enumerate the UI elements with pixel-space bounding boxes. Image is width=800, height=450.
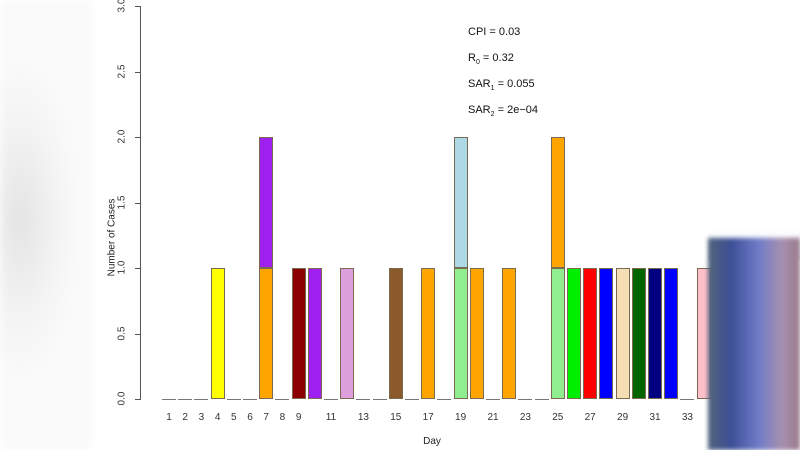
annotation-sub: 0 — [475, 59, 480, 67]
x-tick-label: 3 — [198, 412, 205, 423]
x-tick-label: 21 — [487, 412, 499, 423]
y-tick-label: 3.0 — [116, 0, 128, 13]
x-tick-label: 19 — [455, 412, 467, 423]
y-tick-label: 0.5 — [116, 326, 128, 340]
annotation-value: 2e−04 — [507, 104, 538, 116]
annotation-label: SAR — [468, 104, 491, 116]
bar-segment-day-15 — [388, 268, 403, 399]
x-tick-label: 17 — [422, 412, 434, 423]
bar-segment-day-10 — [307, 268, 322, 399]
zero-bar — [486, 399, 500, 400]
annotation-sub: 2 — [490, 111, 495, 119]
x-tick-label: 25 — [552, 412, 564, 423]
x-tick-label: 31 — [649, 412, 661, 423]
bar-segment-day-19 — [453, 137, 468, 268]
zero-bar — [405, 399, 419, 400]
annotation-sub: 1 — [490, 85, 495, 93]
y-tick — [135, 268, 141, 269]
bar-segment-day-25 — [550, 268, 565, 399]
annotation-value: 0.055 — [507, 78, 535, 90]
bar-segment-day-25 — [550, 137, 565, 268]
bar-segment-day-7 — [259, 268, 274, 399]
bar-segment-day-17 — [421, 268, 436, 399]
x-tick-label: 1 — [166, 412, 172, 423]
bar-segment-day-32 — [664, 268, 679, 399]
x-tick-label: 4 — [214, 412, 221, 423]
x-tick-label: 6 — [247, 412, 253, 423]
bar-segment-day-9 — [291, 268, 306, 399]
bar-segment-day-29 — [615, 268, 630, 399]
x-tick-label: 11 — [325, 412, 337, 423]
y-tick-label: 2.5 — [116, 64, 128, 78]
y-tick-label: 0.0 — [116, 391, 128, 406]
zero-bar — [178, 399, 193, 400]
annotation-label: SAR — [468, 78, 491, 90]
zero-bar — [356, 399, 371, 400]
zero-bar — [162, 399, 176, 400]
y-tick-label: 2.0 — [116, 129, 128, 144]
zero-bar — [324, 399, 338, 400]
y-axis-label: Number of Cases — [106, 198, 118, 277]
zero-bar — [680, 399, 695, 400]
annotation-value: 0.32 — [492, 52, 514, 64]
bar-segment-day-20 — [469, 268, 484, 399]
annotation-sar1: SAR1 = 0.055 — [468, 78, 535, 93]
bar-segment-day-26 — [567, 268, 581, 399]
y-tick — [135, 71, 141, 73]
bar-segment-day-28 — [599, 268, 614, 399]
y-tick — [135, 202, 141, 204]
bar-segment-day-22 — [502, 268, 517, 399]
x-axis-label: Day — [423, 436, 441, 447]
bar-segment-day-7 — [259, 137, 274, 268]
zero-bar — [534, 399, 549, 400]
bar-segment-day-4 — [210, 268, 225, 399]
zero-bar — [372, 399, 387, 400]
x-tick-label: 2 — [182, 412, 188, 423]
zero-bar — [226, 399, 241, 400]
blurred-overlay-right — [708, 238, 800, 450]
x-tick-label: 9 — [295, 412, 302, 423]
y-tick — [135, 333, 141, 335]
bar-segment-day-30 — [631, 268, 646, 399]
zero-bar — [194, 399, 209, 400]
zero-bar — [243, 399, 257, 400]
y-tick — [135, 137, 141, 138]
x-tick-label: 5 — [231, 412, 237, 423]
y-tick — [135, 6, 141, 7]
bar-segment-day-31 — [648, 268, 662, 399]
x-tick-label: 23 — [519, 412, 531, 423]
x-tick-label: 29 — [617, 412, 629, 423]
annotation-sar2: SAR2 = 2e−04 — [468, 104, 538, 119]
x-tick-label: 15 — [390, 412, 402, 423]
y-tick — [135, 399, 141, 400]
bar-segment-day-12 — [340, 268, 355, 399]
annotation-r0: R0 = 0.32 — [468, 52, 514, 67]
annotation-cpi: CPI = 0.03 — [468, 26, 521, 38]
bar-segment-day-27 — [583, 268, 598, 399]
y-tick-label: 1.0 — [116, 260, 128, 275]
y-tick-label: 1.5 — [116, 195, 128, 209]
x-tick-label: 27 — [584, 412, 596, 423]
x-tick-label: 7 — [263, 412, 269, 423]
annotation-label: CPI — [468, 26, 487, 38]
bar-segment-day-19 — [453, 268, 468, 399]
blurred-background-left — [0, 0, 92, 450]
zero-bar — [275, 399, 290, 400]
x-tick-label: 8 — [279, 412, 286, 423]
zero-bar — [518, 399, 533, 400]
x-tick-label: 33 — [681, 412, 693, 423]
zero-bar — [437, 399, 452, 400]
annotation-value: 0.03 — [498, 26, 521, 38]
annotation-label: R — [468, 52, 476, 64]
x-tick-label: 13 — [357, 412, 369, 423]
